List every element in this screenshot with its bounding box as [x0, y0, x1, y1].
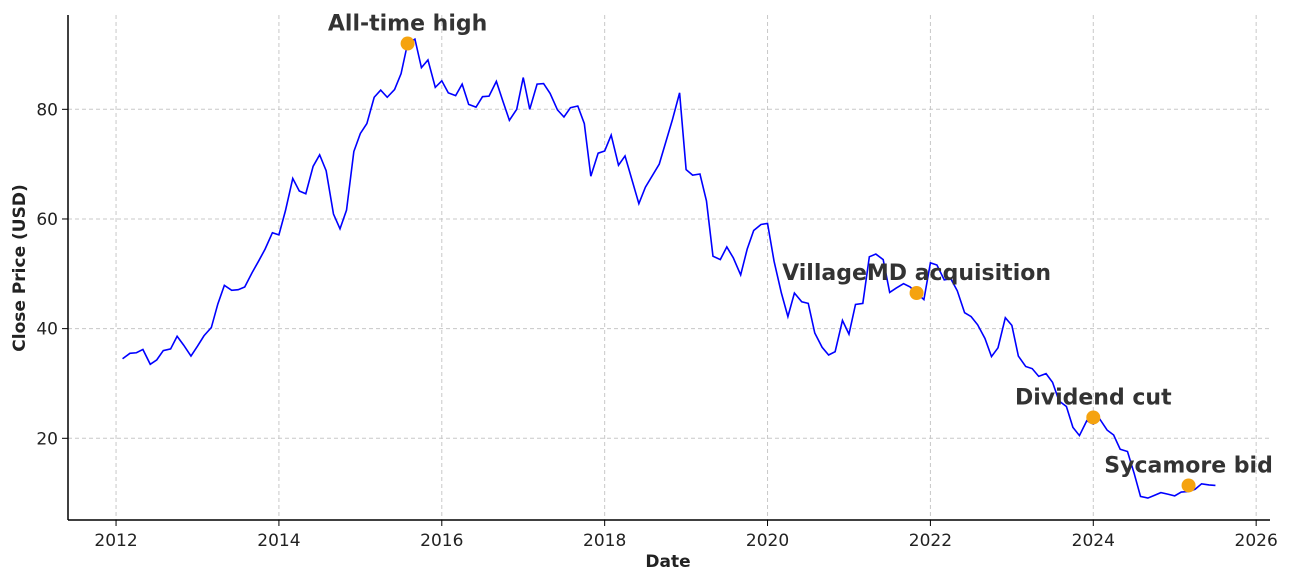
price-line [122, 37, 1216, 499]
annotation-label: Dividend cut [1015, 385, 1172, 410]
annotation-marker [909, 285, 924, 300]
annotation-marker [1086, 410, 1101, 425]
y-tick-label: 80 [36, 100, 58, 120]
annotation-label: VillageMD acquisition [782, 261, 1051, 286]
y-tick-label: 60 [36, 210, 58, 230]
annotation-marker [400, 36, 415, 51]
x-axis-title: Date [645, 552, 690, 572]
x-tick-label: 2026 [1235, 531, 1278, 551]
annotation-label: Sycamore bid [1104, 453, 1273, 478]
x-tick-label: 2014 [257, 531, 300, 551]
y-tick-label: 20 [36, 429, 58, 449]
annotation-marker [1181, 478, 1196, 493]
annotation-label: All-time high [328, 12, 487, 37]
x-tick-label: 2022 [909, 531, 952, 551]
x-tick-label: 2024 [1072, 531, 1115, 551]
x-tick-label: 2012 [94, 531, 137, 551]
y-tick-label: 40 [36, 320, 58, 340]
x-tick-label: 2018 [583, 531, 626, 551]
y-axis-title: Close Price (USD) [10, 184, 30, 351]
x-tick-label: 2020 [746, 531, 789, 551]
x-tick-label: 2016 [420, 531, 463, 551]
